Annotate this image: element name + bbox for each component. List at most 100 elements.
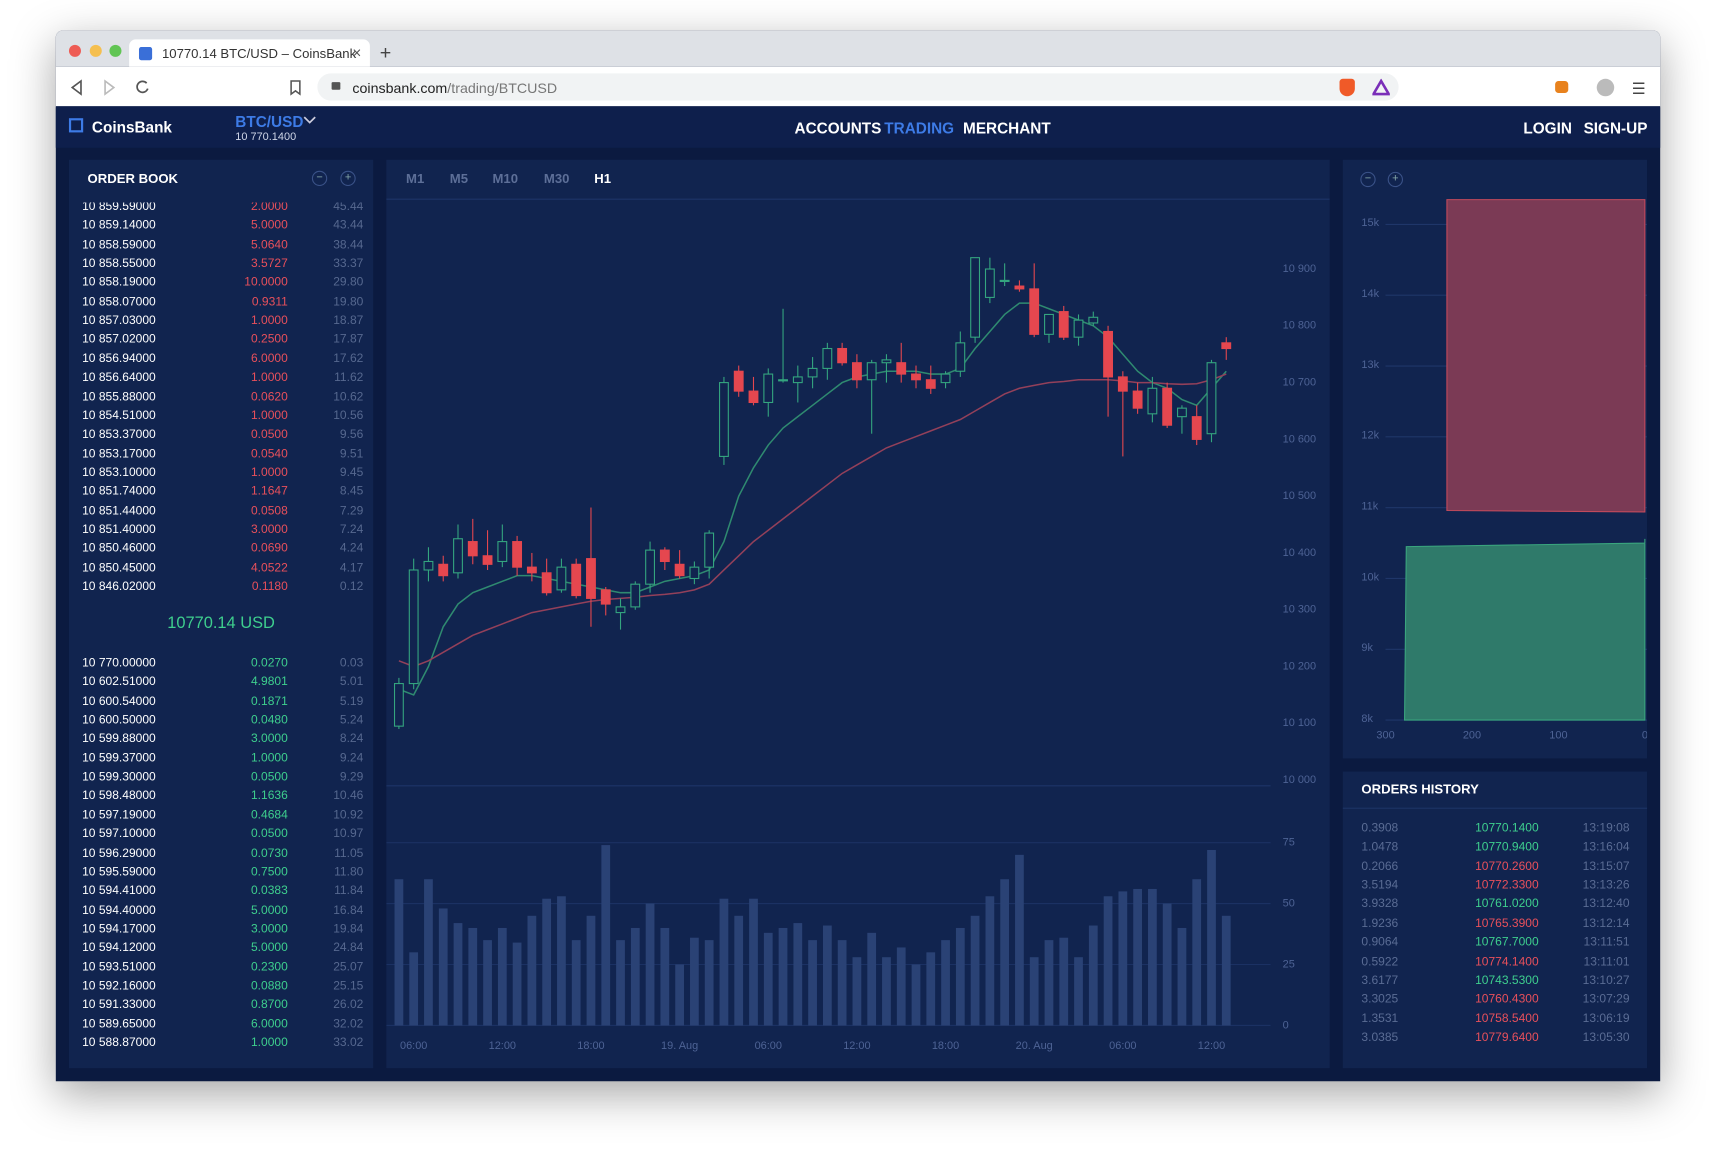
candle-body: [482, 555, 493, 565]
volume-bar: [453, 923, 463, 1026]
orders-history-panel: [1342, 771, 1648, 1069]
amount: 0.3908: [1361, 821, 1399, 836]
order-row: 10 855.88000 0.0620 10.62: [69, 389, 373, 404]
x-tick-label: 0: [1642, 729, 1647, 741]
volume-bar: [512, 942, 522, 1026]
bookmark-button[interactable]: [290, 80, 301, 96]
volume-bar: [483, 940, 492, 1026]
volume-bar: [1192, 879, 1202, 1026]
forward-button[interactable]: [104, 79, 116, 96]
tab-close[interactable]: ×: [352, 43, 362, 62]
total: 25.15: [333, 979, 364, 993]
price: 10765.3900: [1475, 916, 1539, 931]
volume-bar: [1118, 891, 1128, 1026]
volume-bar: [1221, 915, 1231, 1026]
depth-zoom-in[interactable]: +: [1387, 171, 1404, 188]
volume-bar: [763, 932, 773, 1026]
pair-chevron[interactable]: [303, 115, 316, 126]
price: 10 857.03000: [82, 314, 156, 328]
menu-icon[interactable]: ☰: [1631, 79, 1646, 98]
candle-body: [556, 566, 567, 591]
y-tick-label: 15k: [1361, 217, 1379, 229]
amount: 0.0690: [250, 542, 288, 556]
zoom-in[interactable]: +: [340, 170, 356, 187]
y-tick-label: 10k: [1361, 571, 1379, 583]
volume-bar: [468, 927, 478, 1026]
total: 26.02: [333, 998, 364, 1012]
timeframe-button[interactable]: M30: [543, 170, 570, 187]
amount: 1.1647: [250, 485, 288, 499]
timeframe-button[interactable]: H1: [594, 170, 612, 187]
volume-bar: [497, 927, 507, 1026]
timeframe-button[interactable]: M1: [406, 170, 425, 187]
order-row: 10 856.64000 1.0000 11.62: [69, 370, 373, 385]
timeframe-button[interactable]: M10: [492, 170, 519, 187]
volume-bar: [438, 908, 448, 1026]
price: 10 588.87000: [82, 1036, 156, 1050]
total: 17.62: [333, 352, 364, 366]
amount: 3.3025: [1361, 992, 1399, 1006]
logo[interactable]: CoinsBank: [91, 118, 172, 136]
amount: 1.0000: [250, 314, 288, 328]
candle-body: [586, 558, 596, 599]
close-light[interactable]: [68, 44, 81, 57]
candle-body: [940, 373, 951, 384]
amount: 1.0000: [250, 371, 288, 385]
candle-body: [955, 342, 966, 372]
profile-icon[interactable]: [1596, 78, 1615, 97]
amount: 1.0000: [250, 751, 288, 765]
y-tick-label: 13k: [1361, 359, 1379, 371]
signup-link[interactable]: SIGN-UP: [1583, 119, 1648, 137]
candle-body: [630, 583, 641, 608]
zoom-out[interactable]: −: [311, 170, 328, 187]
tab[interactable]: [129, 39, 370, 67]
nav-link[interactable]: TRADING: [884, 119, 955, 137]
reload-button[interactable]: [136, 80, 149, 94]
order-row: 10 851.74000 1.1647 8.45: [69, 484, 373, 499]
total: 19.80: [333, 295, 364, 309]
brave-shield[interactable]: [1339, 78, 1355, 97]
amount: 0.4684: [250, 808, 288, 822]
price: 10 593.51000: [82, 960, 156, 974]
total: 5.24: [339, 713, 364, 727]
candle-body: [970, 257, 981, 338]
volume-bar: [926, 952, 936, 1026]
pair-selector[interactable]: BTC/USD: [235, 112, 304, 131]
amount: 5.0000: [250, 903, 288, 917]
nav-link[interactable]: ACCOUNTS: [794, 119, 882, 137]
amount: 0.0500: [250, 770, 288, 784]
candle-body: [792, 376, 803, 384]
new-tab[interactable]: +: [379, 41, 392, 64]
price: 10 858.55000: [82, 257, 156, 271]
order-row: 10 857.03000 1.0000 18.87: [69, 313, 373, 328]
candle-body: [733, 370, 744, 392]
history-row: 3.6177 10743.5300 13:10:27: [1343, 973, 1647, 988]
price: 10 589.65000: [82, 1017, 156, 1031]
price: 10 856.64000: [82, 371, 156, 385]
volume-bar: [616, 940, 625, 1026]
candle-body: [1147, 387, 1158, 415]
y-tick-label: 9k: [1361, 642, 1373, 654]
amount: 1.1636: [250, 789, 288, 803]
candle-body: [837, 347, 848, 364]
order-row: 10 594.40000 5.0000 16.84: [69, 902, 373, 917]
back-button[interactable]: [70, 79, 82, 96]
extension-icon[interactable]: [1555, 80, 1569, 94]
order-row: 10 859.14000 5.0000 43.44: [69, 218, 373, 233]
brave-rewards[interactable]: [1372, 78, 1390, 97]
address-bar[interactable]: [317, 73, 1399, 101]
minimize-light[interactable]: [89, 44, 102, 57]
price: 10 850.45000: [82, 561, 156, 575]
zoom-light[interactable]: [109, 44, 122, 57]
amount: 0.2500: [250, 333, 288, 347]
timeframe-button[interactable]: M5: [449, 170, 469, 187]
depth-zoom-out[interactable]: −: [1360, 171, 1376, 188]
login-link[interactable]: LOGIN: [1523, 119, 1572, 137]
amount: 0.0500: [250, 827, 288, 841]
nav-link[interactable]: MERCHANT: [963, 119, 1051, 137]
favicon: [138, 47, 153, 61]
order-row: 10 599.37000 1.0000 9.24: [69, 750, 373, 765]
amount: 0.2066: [1361, 859, 1399, 874]
candle-body: [822, 347, 833, 369]
candle-body: [748, 390, 759, 404]
